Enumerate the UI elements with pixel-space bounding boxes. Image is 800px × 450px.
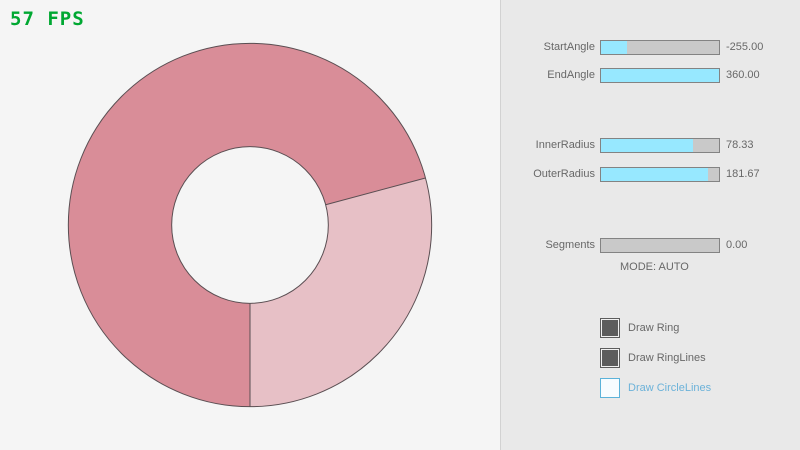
segments-label: Segments [545,239,595,251]
inner-radius-slider[interactable] [600,138,720,153]
start-angle-value: -255.00 [726,41,764,53]
segments-slider[interactable] [600,238,720,253]
draw-ringlines-label: Draw RingLines [628,352,706,364]
inner-radius-label: InnerRadius [535,139,595,151]
mode-label: MODE: AUTO [620,261,689,273]
outer-radius-slider-fill [601,168,709,181]
ring-chart [67,42,433,408]
start-angle-label: StartAngle [543,41,595,53]
draw-ringlines-checkbox[interactable] [600,348,620,368]
checkbox-row-draw-ringlines: Draw RingLines [600,348,800,368]
end-angle-slider[interactable] [600,68,720,83]
inner-radius-value: 78.33 [726,139,754,151]
end-angle-label: EndAngle [547,69,595,81]
draw-ring-label: Draw Ring [628,322,680,334]
outer-radius-slider[interactable] [600,167,720,182]
segments-value: 0.00 [726,239,748,251]
slider-row-end-angle: EndAngle 360.00 [500,68,800,83]
draw-ring-checkbox[interactable] [600,318,620,338]
draw-circlelines-label: Draw CircleLines [628,382,712,394]
end-angle-value: 360.00 [726,69,760,81]
start-angle-slider-fill [601,41,627,54]
checkbox-row-draw-circlelines: Draw CircleLines [600,378,800,398]
checkbox-row-draw-ring: Draw Ring [600,318,800,338]
slider-row-start-angle: StartAngle -255.00 [500,40,800,55]
slider-row-segments: Segments 0.00 [500,238,800,253]
outer-radius-label: OuterRadius [533,168,595,180]
start-angle-slider[interactable] [600,40,720,55]
slider-row-inner-radius: InnerRadius 78.33 [500,138,800,153]
fps-counter: 57 FPS [10,8,85,30]
drawing-canvas: 57 FPS [10,8,433,408]
slider-row-outer-radius: OuterRadius 181.67 [500,167,800,182]
end-angle-slider-fill [601,69,719,82]
outer-radius-value: 181.67 [726,168,760,180]
draw-circlelines-checkbox[interactable] [600,378,620,398]
inner-radius-slider-fill [601,139,694,152]
